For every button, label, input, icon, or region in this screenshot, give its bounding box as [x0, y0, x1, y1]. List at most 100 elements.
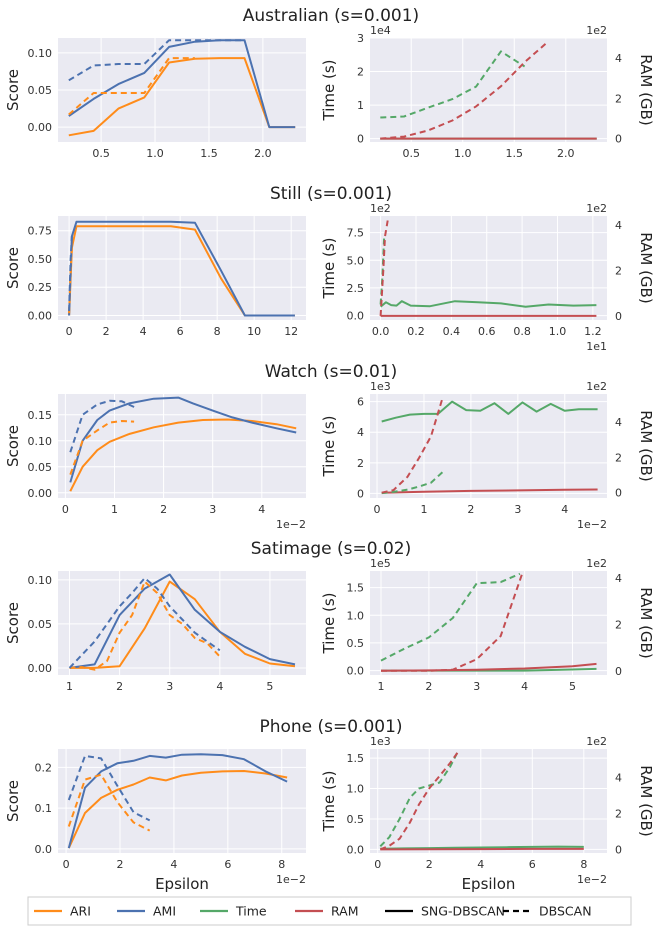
row-2: Watch (s=0.01) 0 1 2 3 4 0.00 0.05 0.10 0.15 1e−2 S…	[4, 362, 653, 531]
x-tick-label: 2	[426, 858, 433, 871]
y2-tick-label: 2	[615, 808, 622, 821]
x-tick-label: 6	[177, 325, 184, 338]
y-tick-label: 0.1	[35, 802, 53, 815]
y-tick-label: 0	[357, 133, 364, 146]
plot-area	[58, 749, 306, 853]
row-3: Satimage (s=0.02)1 2 3 4 50.000.050.10Score1…	[4, 539, 653, 693]
y-tick-label: 0.00	[28, 309, 53, 322]
series-line-ami-dbscan	[68, 577, 221, 669]
y2-tick-label: 0	[615, 843, 622, 856]
x-tick-label: 2	[467, 503, 474, 516]
x-tick-label: 0.2	[407, 325, 425, 338]
y2-tick-label: 4	[615, 52, 622, 65]
x-tick-label: 0	[63, 858, 70, 871]
series-line-ram-sng-dbscan	[381, 488, 598, 494]
y-axis-label: Time (s)	[320, 60, 338, 122]
legend-label: Time	[235, 904, 267, 919]
x-tick-label: 2	[117, 858, 124, 871]
y-exponent: 1e2	[370, 202, 391, 215]
y2-exponent: 1e2	[586, 735, 607, 748]
y-tick-label: 0.5	[347, 813, 365, 826]
y-tick-label: 4	[357, 426, 364, 439]
series-line-ami-sng-dbscan	[69, 573, 296, 669]
y-tick-label: 0.0	[347, 843, 365, 856]
x-tick-label: 2.0	[254, 147, 272, 160]
x-axis-label: Epsilon	[155, 875, 209, 893]
series-line-ami-sng-dbscan	[67, 753, 288, 849]
y-tick-label: 0.5	[347, 637, 365, 650]
series-line-ami-sng-dbscan	[68, 39, 296, 129]
plot-area	[370, 749, 607, 853]
plot-area	[370, 216, 607, 320]
y-tick-label: 0.05	[28, 618, 53, 631]
series-line-ami-sng-dbscan	[68, 220, 295, 317]
legend-label: RAM	[331, 904, 359, 919]
y-exponent: 1e5	[370, 557, 391, 570]
chart-title: Still (s=0.001)	[270, 184, 392, 204]
series-line-time-dbscan	[379, 751, 459, 848]
x-tick-label: 1.5	[200, 147, 218, 160]
x-tick-label: 0	[374, 503, 381, 516]
y2-tick-label: 4	[615, 416, 622, 429]
x-exponent: 1e−2	[276, 873, 306, 886]
y2-tick-label: 4	[615, 572, 622, 585]
series-line-ari-sng-dbscan	[69, 580, 296, 669]
x-tick-label: 0	[62, 503, 69, 516]
chart-title: Watch (s=0.01)	[265, 362, 398, 382]
y2-exponent: 1e2	[586, 557, 607, 570]
y-axis-label: Time (s)	[320, 238, 338, 300]
x-tick-label: 6	[224, 858, 231, 871]
y-exponent: 1e3	[370, 735, 391, 748]
y-axis-label: Score	[4, 247, 22, 289]
x-tick-label: 4	[521, 680, 528, 693]
y-tick-label: 2	[357, 457, 364, 470]
y-axis-label: Score	[4, 69, 22, 111]
series-line-ari-dbscan	[67, 773, 151, 832]
x-tick-label: 0	[374, 858, 381, 871]
y2-tick-label: 2	[615, 618, 622, 631]
y-axis-label: Time (s)	[320, 771, 338, 833]
x-tick-label: 2	[103, 325, 110, 338]
x-tick-label: 6	[529, 858, 536, 871]
y-exponent: 1e4	[370, 24, 391, 37]
row-0: Australian (s=0.001) 0.5 1.0 1.5 2.0 0.00 0.05…	[4, 6, 653, 160]
x-tick-label: 1	[378, 680, 385, 693]
y2-tick-label: 0	[615, 310, 622, 323]
series-line-ram-dbscan	[380, 40, 549, 140]
chart-title: Satimage (s=0.02)	[251, 539, 411, 559]
y-tick-label: 0.00	[28, 487, 53, 500]
x-tick-label: 1.2	[584, 325, 602, 338]
series-line-ari-dbscan	[68, 57, 195, 116]
y-exponent: 1e3	[370, 380, 391, 393]
series-line-ari-sng-dbscan	[69, 418, 297, 492]
x-tick-label: 0.5	[92, 147, 110, 160]
x-tick-label: 8	[278, 858, 285, 871]
series-line-time-dbscan	[380, 572, 521, 662]
x-tick-label: 1	[66, 680, 73, 693]
series-line-ari-sng-dbscan	[68, 57, 296, 137]
x-tick-label: 4	[477, 858, 484, 871]
x-tick-label: 3	[473, 680, 480, 693]
x-tick-label: 0	[66, 325, 73, 338]
chart-title: Phone (s=0.001)	[259, 717, 402, 737]
y-tick-label: 0.10	[28, 435, 53, 448]
legend-label: SNG-DBSCAN	[421, 904, 505, 919]
x-tick-label: 4	[216, 680, 223, 693]
y2-tick-label: 2	[615, 92, 622, 105]
series-line-ami-dbscan	[69, 399, 135, 453]
y2-axis-label: RAM (GB)	[637, 410, 653, 481]
x-tick-label: 10	[247, 325, 261, 338]
y2-tick-label: 4	[615, 219, 622, 232]
x-tick-label: 3	[209, 503, 216, 516]
y-tick-label: 0.50	[28, 253, 53, 266]
y2-exponent: 1e2	[586, 24, 607, 37]
y2-tick-label: 4	[615, 772, 622, 785]
x-tick-label: 1.5	[506, 147, 524, 160]
series-line-ram-sng-dbscan	[380, 662, 597, 672]
x-tick-label: 1.0	[549, 325, 567, 338]
series-line-time-dbscan	[380, 50, 526, 119]
y-tick-label: 0	[357, 487, 364, 500]
y-tick-label: 1.0	[347, 609, 365, 622]
plot-area	[370, 38, 607, 142]
